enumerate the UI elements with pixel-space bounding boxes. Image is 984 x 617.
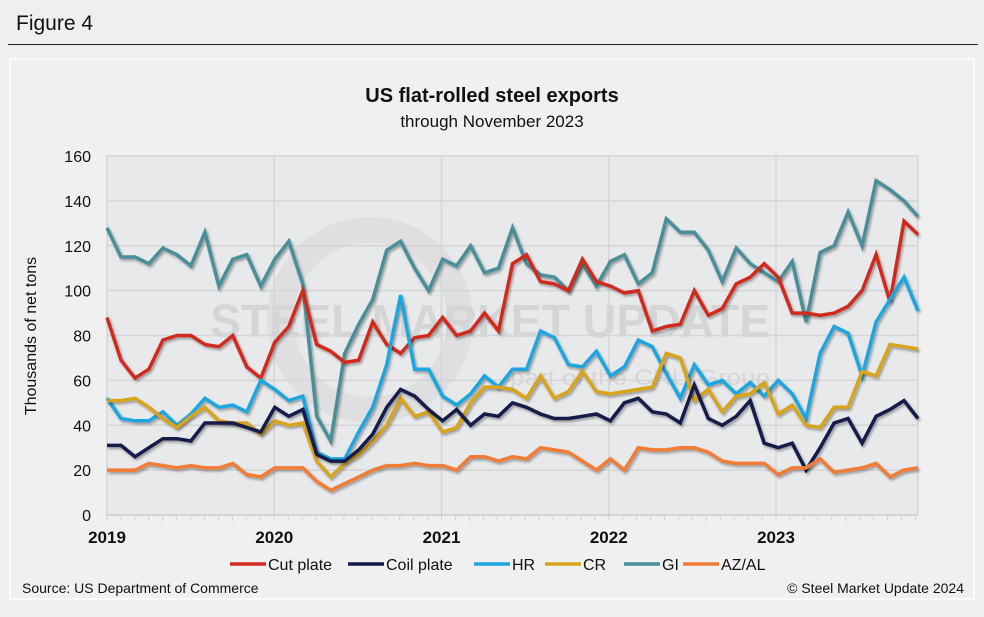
legend-label: CR (583, 557, 606, 574)
legend-label: AZ/AL (721, 557, 766, 574)
figure-rule (8, 44, 978, 45)
legend-item: HR (474, 557, 535, 574)
series-line-hr (105, 273, 920, 461)
y-tick-label: 80 (73, 329, 91, 346)
y-tick-label: 100 (64, 284, 91, 301)
series-line-cr (107, 342, 919, 480)
legend-item: CR (545, 557, 606, 574)
legend-label: GI (662, 557, 679, 574)
y-tick-label: 120 (64, 239, 91, 256)
figure-label: Figure 4 (16, 12, 94, 35)
y-tick-label: 60 (73, 373, 91, 390)
x-tick-label: 2023 (757, 528, 795, 547)
chart-title: US flat-rolled steel exports (365, 85, 619, 107)
chart-subtitle: through November 2023 (400, 112, 584, 131)
y-tick-label: 160 (64, 149, 91, 166)
legend-item: Cut plate (230, 557, 332, 574)
y-tick-label: 0 (82, 508, 91, 525)
series-line-az-al (107, 445, 919, 493)
legend-label: Cut plate (268, 557, 332, 574)
series-line-cut-plate (105, 217, 920, 381)
copyright-note: © Steel Market Update 2024 (787, 580, 964, 596)
legend-item: GI (624, 557, 679, 574)
legend-label: Coil plate (386, 557, 453, 574)
x-tick-label: 2022 (590, 528, 628, 547)
y-tick-label: 40 (73, 418, 91, 435)
legend-label: HR (512, 557, 535, 574)
source-note: Source: US Department of Commerce (22, 580, 259, 596)
series-line-gi (105, 177, 920, 447)
x-tick-label: 2021 (423, 528, 461, 547)
watermark-sub: part of the CRU Group (510, 365, 770, 390)
y-tick-label: 140 (64, 194, 91, 211)
y-tick-label: 20 (73, 463, 91, 480)
x-tick-label: 2020 (255, 528, 293, 547)
x-tick-label: 2019 (88, 528, 126, 547)
y-axis-label: Thousands of net tons (23, 257, 40, 415)
legend-item: AZ/AL (683, 557, 766, 574)
legend-item: Coil plate (348, 557, 453, 574)
series-line-coil-plate (107, 380, 920, 474)
